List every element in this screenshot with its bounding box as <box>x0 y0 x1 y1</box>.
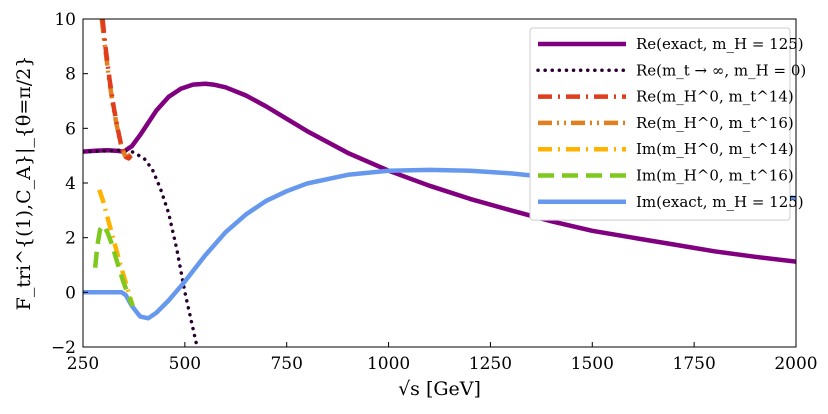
legend-entry: Im(m_H^0, m_t^14) <box>636 140 794 158</box>
x-tick-label: 1750 <box>673 354 716 374</box>
x-tick-label: 750 <box>270 354 302 374</box>
x-tick-label: 1500 <box>571 354 614 374</box>
legend-entry: Im(m_H^0, m_t^16) <box>636 167 794 185</box>
y-tick-label: 0 <box>65 283 76 303</box>
legend-entry: Im(exact, m_H = 125) <box>636 193 804 211</box>
x-tick-label: 500 <box>169 354 201 374</box>
x-tick-label: 250 <box>67 354 99 374</box>
series-line <box>83 148 199 347</box>
legend-entry: Re(m_H^0, m_t^14) <box>636 88 794 106</box>
axis-ticks: 250 500 750 1000 1250 1500 1750 2000 −2 0 2 4 6 8 10 <box>51 10 818 374</box>
x-tick-label: 2000 <box>774 354 817 374</box>
legend-box <box>529 27 791 221</box>
legend: Re(exact, m_H = 125) Re(m_t → ∞, m_H = 0)… <box>529 27 806 221</box>
y-tick-label: 6 <box>65 119 76 139</box>
x-axis-label: √s [GeV] <box>398 378 481 400</box>
legend-entry: Re(m_H^0, m_t^16) <box>636 114 794 132</box>
series-line <box>97 189 135 307</box>
legend-entry: Re(m_t → ∞, m_H = 0) <box>636 61 806 79</box>
y-axis-label: F_tri^{(1),C_A}|_{θ=π/2} <box>13 56 35 311</box>
x-tick-label: 1000 <box>367 354 410 374</box>
y-tick-label: −2 <box>51 338 76 358</box>
y-tick-label: 10 <box>54 10 76 30</box>
series-line <box>83 81 796 264</box>
series-line <box>100 19 133 161</box>
y-tick-label: 8 <box>65 65 76 85</box>
y-tick-label: 4 <box>65 174 76 194</box>
legend-entry: Re(exact, m_H = 125) <box>636 35 804 53</box>
x-tick-label: 1250 <box>469 354 512 374</box>
y-tick-label: 2 <box>65 229 76 249</box>
series-line <box>92 223 135 307</box>
